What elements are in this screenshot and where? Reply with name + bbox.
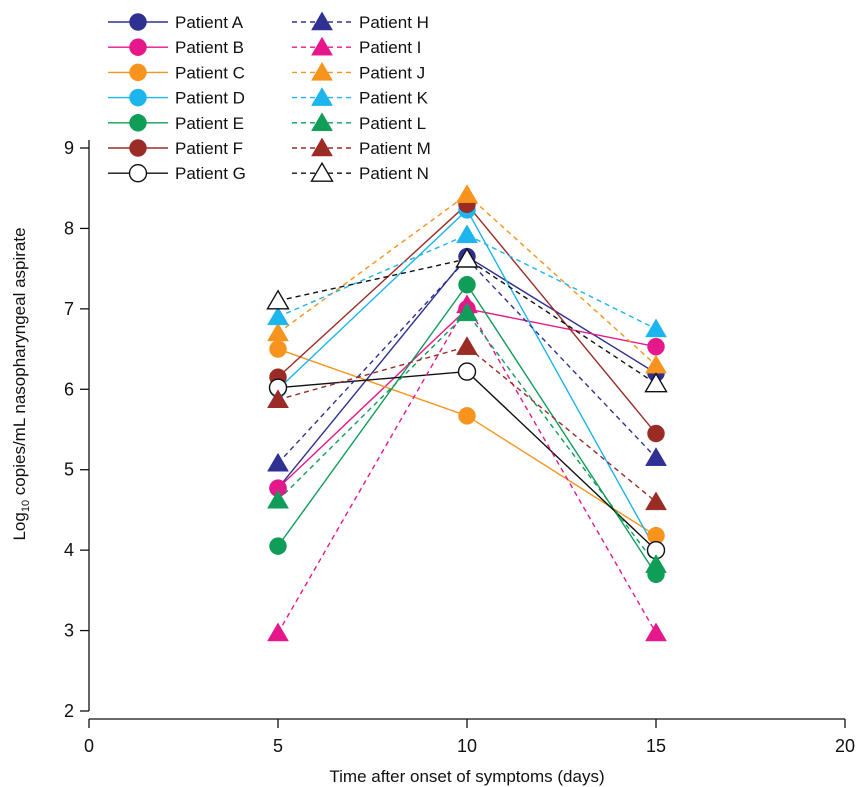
legend-marker: [311, 11, 333, 31]
legend-marker: [129, 139, 147, 157]
data-point-patient-i: [645, 622, 667, 642]
data-point-patient-l: [267, 489, 289, 509]
legend-item: Patient D: [108, 89, 245, 108]
legend-label: Patient L: [359, 114, 426, 133]
data-point-patient-m: [267, 389, 289, 408]
data-point-patient-b: [647, 337, 665, 356]
data-point-patient-l: [456, 302, 478, 322]
legend-item: Patient A: [108, 13, 244, 32]
data-point-patient-m: [645, 491, 667, 511]
y-tick-label: 6: [64, 379, 74, 399]
x-tick-label: 15: [646, 736, 666, 756]
y-tick-label: 2: [64, 701, 74, 721]
y-tick-label: 5: [64, 460, 74, 480]
y-tick-label: 3: [64, 621, 74, 641]
legend-item: Patient I: [292, 36, 421, 57]
legend: Patient A Patient B Patient C Patient D Pati…: [108, 11, 431, 183]
legend-marker: [311, 61, 333, 81]
series-line-patient-e: [277, 283, 657, 575]
y-tick-label: 8: [64, 218, 74, 238]
legend-label: Patient E: [175, 114, 244, 133]
series-markers: [266, 184, 668, 642]
legend-item: Patient F: [108, 139, 243, 158]
legend-label: Patient K: [359, 89, 429, 108]
x-tick-label: 10: [457, 736, 477, 756]
data-point-patient-k: [645, 318, 667, 338]
legend-label: Patient I: [359, 38, 421, 57]
legend-item: Patient B: [108, 38, 244, 57]
x-tick-label: 20: [835, 736, 855, 756]
legend-marker: [311, 36, 333, 56]
data-point-patient-c: [458, 407, 476, 425]
y-tick-label: 7: [64, 299, 74, 319]
series-line-patient-k: [277, 234, 657, 330]
legend-marker: [311, 137, 333, 157]
data-point-patient-l: [645, 554, 667, 573]
legend-item: Patient K: [292, 87, 429, 108]
legend-item: Patient G: [108, 163, 246, 183]
legend-item: Patient N: [292, 161, 429, 183]
legend-label: Patient J: [359, 63, 425, 82]
data-point-patient-k: [456, 224, 478, 244]
data-point-patient-j: [456, 184, 478, 203]
data-point-patient-c: [269, 340, 287, 358]
y-axis-title: Log10 copies/mL nasopharyngeal aspirate: [10, 227, 32, 540]
legend-label: Patient A: [175, 13, 244, 32]
x-tick-label: 0: [84, 736, 94, 756]
legend-item: Patient H: [292, 11, 429, 32]
legend-label: Patient M: [359, 139, 431, 158]
legend-marker: [310, 161, 334, 182]
x-tick-label: 5: [273, 736, 283, 756]
data-point-patient-m: [456, 336, 478, 355]
legend-marker: [129, 114, 147, 132]
data-point-patient-g: [457, 362, 477, 381]
legend-item: Patient L: [292, 112, 426, 133]
legend-label: Patient B: [175, 38, 244, 57]
legend-marker: [129, 13, 147, 31]
data-point-patient-i: [267, 622, 289, 642]
legend-marker: [311, 112, 333, 132]
legend-label: Patient G: [175, 164, 246, 183]
data-point-patient-j: [267, 322, 289, 342]
x-axis-title: Time after onset of symptoms (days): [329, 767, 604, 786]
legend-item: Patient J: [292, 61, 425, 82]
legend-item: Patient C: [108, 63, 245, 82]
legend-item: Patient M: [292, 137, 431, 158]
y-tick-label: 9: [64, 138, 74, 158]
data-point-patient-h: [267, 452, 289, 472]
legend-label: Patient H: [359, 13, 429, 32]
data-point-patient-n: [266, 289, 290, 310]
axes: 2 3 4 5 6 7 8 9 0 5 10 15 20 Time after onset of symp…: [10, 138, 855, 786]
data-point-patient-e: [458, 275, 476, 294]
legend-label: Patient D: [175, 89, 245, 108]
data-point-patient-k: [267, 306, 289, 326]
y-tick-label: 4: [64, 540, 74, 560]
legend-label: Patient C: [175, 63, 245, 82]
legend-marker: [129, 63, 147, 82]
data-point-patient-n: [644, 372, 668, 393]
legend-marker: [128, 163, 148, 183]
legend-marker: [311, 87, 333, 106]
data-point-patient-f: [647, 424, 665, 443]
series-line-patient-h: [277, 257, 657, 464]
legend-marker: [129, 88, 147, 107]
series-line-patient-m: [277, 345, 657, 503]
legend-label: Patient F: [175, 139, 243, 158]
legend-label: Patient N: [359, 164, 429, 183]
data-point-patient-h: [645, 447, 667, 466]
data-point-patient-n: [455, 247, 479, 268]
legend-marker: [129, 38, 147, 56]
legend-item: Patient E: [108, 114, 244, 133]
data-point-patient-e: [269, 537, 287, 555]
